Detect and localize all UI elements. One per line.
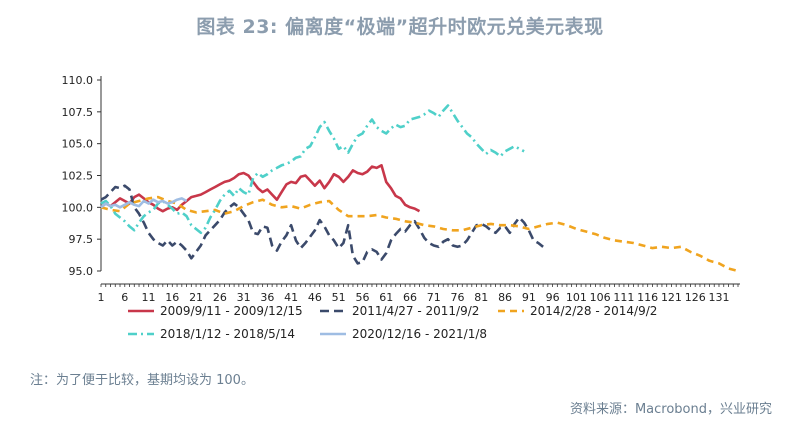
x-tick-label: 91 <box>522 291 536 304</box>
x-tick-label: 66 <box>403 291 417 304</box>
x-tick-label: 106 <box>590 291 611 304</box>
x-tick-label: 41 <box>284 291 298 304</box>
legend-label: 2020/12/16 - 2021/1/8 <box>352 327 487 341</box>
y-tick-label: 97.5 <box>69 233 94 246</box>
x-tick-label: 86 <box>498 291 512 304</box>
y-tick-label: 105.0 <box>62 138 94 151</box>
series-line <box>100 195 739 273</box>
legend-label: 2011/4/27 - 2011/9/2 <box>352 304 479 318</box>
legend-label: 2009/9/11 - 2009/12/15 <box>160 304 303 318</box>
x-tick-label: 36 <box>260 291 274 304</box>
series-line <box>100 184 544 265</box>
x-tick-label: 21 <box>189 291 203 304</box>
series-line <box>100 197 188 209</box>
x-tick-label: 51 <box>332 291 346 304</box>
x-tick-label: 116 <box>637 291 658 304</box>
x-tick-label: 56 <box>355 291 369 304</box>
x-tick-label: 61 <box>379 291 393 304</box>
y-tick-label: 100.0 <box>62 201 94 214</box>
y-tick-label: 110.0 <box>62 74 94 87</box>
x-tick-label: 11 <box>142 291 156 304</box>
x-tick-label: 121 <box>661 291 682 304</box>
x-tick-label: 26 <box>213 291 227 304</box>
y-tick-label: 95.0 <box>69 265 94 278</box>
footnote: 注：为了便于比较，基期均设为 100。 <box>30 373 254 388</box>
legend-label: 2014/2/28 - 2014/9/2 <box>530 304 657 318</box>
x-tick-label: 126 <box>685 291 706 304</box>
x-tick-label: 31 <box>237 291 251 304</box>
chart-title: 图表 23: 偏离度“极端”超升时欧元兑美元表现 <box>196 16 604 38</box>
x-tick-label: 1 <box>98 291 105 304</box>
y-tick-label: 107.5 <box>62 106 94 119</box>
legend-label: 2018/1/12 - 2018/5/14 <box>160 327 295 341</box>
x-tick-label: 16 <box>165 291 179 304</box>
x-tick-label: 6 <box>121 291 128 304</box>
series-line <box>100 104 525 235</box>
x-tick-label: 111 <box>613 291 634 304</box>
x-tick-label: 46 <box>308 291 322 304</box>
x-tick-label: 101 <box>566 291 587 304</box>
chart-legend: 2009/9/11 - 2009/12/15 2011/4/27 - 2011/9… <box>128 304 657 341</box>
x-tick-label: 81 <box>474 291 488 304</box>
x-tick-label: 76 <box>451 291 465 304</box>
x-tick-label: 71 <box>427 291 441 304</box>
x-tick-label: 131 <box>708 291 729 304</box>
y-tick-label: 102.5 <box>62 170 94 183</box>
series-line <box>100 164 421 213</box>
source-note: 资料来源：Macrobond，兴业研究 <box>569 402 772 417</box>
chart-series <box>100 104 739 273</box>
x-tick-label: 96 <box>546 291 560 304</box>
